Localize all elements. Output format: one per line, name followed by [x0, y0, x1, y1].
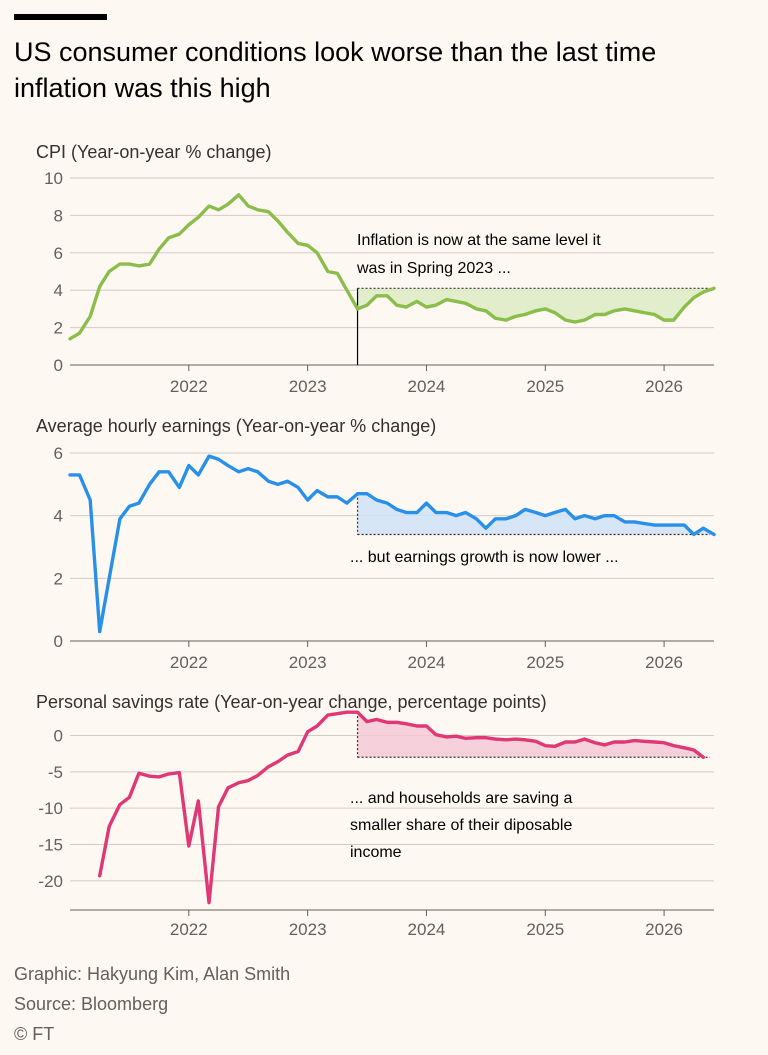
x-tick-label: 2023 [289, 653, 327, 672]
y-tick-label: 6 [54, 244, 63, 263]
page-title: US consumer conditions look worse than t… [14, 37, 657, 103]
annotation-text: was in Spring 2023 ... [356, 260, 511, 277]
y-tick-label: 2 [54, 319, 63, 338]
y-tick-label: 10 [44, 169, 63, 188]
y-tick-label: -20 [38, 872, 63, 891]
comparison-fill [357, 288, 714, 322]
source-note: Source: Bloomberg [14, 994, 169, 1014]
x-tick-label: 2026 [645, 920, 683, 939]
x-tick-label: 2024 [408, 377, 446, 396]
x-tick-label: 2026 [645, 377, 683, 396]
chart-title: Average hourly earnings (Year-on-year % … [36, 416, 436, 436]
x-tick-label: 2025 [526, 920, 564, 939]
x-tick-label: 2022 [170, 653, 208, 672]
annotation-text: smaller share of their diposable [350, 817, 572, 834]
y-tick-label: 8 [54, 206, 63, 225]
series-line [68, 454, 716, 634]
comparison-fill [357, 712, 704, 758]
x-tick-label: 2024 [408, 653, 446, 672]
chart-title-main: Personal savings rate [36, 692, 214, 712]
y-tick-label: -15 [38, 836, 63, 855]
y-tick-label: 0 [54, 632, 63, 651]
series-line [68, 193, 716, 341]
chart-subtitle: (Year-on-year % change) [71, 142, 271, 162]
x-tick-label: 2026 [645, 653, 683, 672]
series-line [98, 710, 706, 905]
y-tick-label: 2 [54, 569, 63, 588]
x-tick-label: 2024 [408, 920, 446, 939]
chart-title-main: CPI [36, 142, 71, 162]
chart-title: Personal savings rate (Year-on-year chan… [36, 692, 547, 712]
annotation-text: ... and households are saving a [350, 790, 572, 807]
annotation-text: Inflation is now at the same level it [357, 232, 601, 249]
x-tick-label: 2023 [289, 377, 327, 396]
y-tick-label: 0 [54, 726, 63, 745]
chart-subtitle: (Year-on-year change, percentage points) [214, 692, 547, 712]
annotation-text: income [350, 844, 402, 861]
x-tick-label: 2022 [170, 920, 208, 939]
chart-subtitle: (Year-on-year % change) [236, 416, 436, 436]
chart-title: CPI (Year-on-year % change) [36, 142, 271, 162]
y-tick-label: -5 [48, 763, 63, 782]
x-tick-label: 2025 [526, 653, 564, 672]
chart-title-main: Average hourly earnings [36, 416, 236, 436]
x-tick-label: 2025 [526, 377, 564, 396]
graphic-credit: Graphic: Hakyung Kim, Alan Smith [14, 964, 291, 984]
y-tick-label: 4 [54, 281, 63, 300]
brand-bar [14, 14, 107, 20]
x-tick-label: 2022 [170, 377, 208, 396]
y-tick-label: 6 [54, 444, 63, 463]
y-tick-label: 0 [54, 356, 63, 375]
y-tick-label: -10 [38, 799, 63, 818]
y-tick-label: 4 [54, 507, 63, 526]
x-tick-label: 2023 [289, 920, 327, 939]
annotation-text: ... but earnings growth is now lower ... [350, 549, 619, 566]
copyright: © FT [14, 1024, 55, 1044]
